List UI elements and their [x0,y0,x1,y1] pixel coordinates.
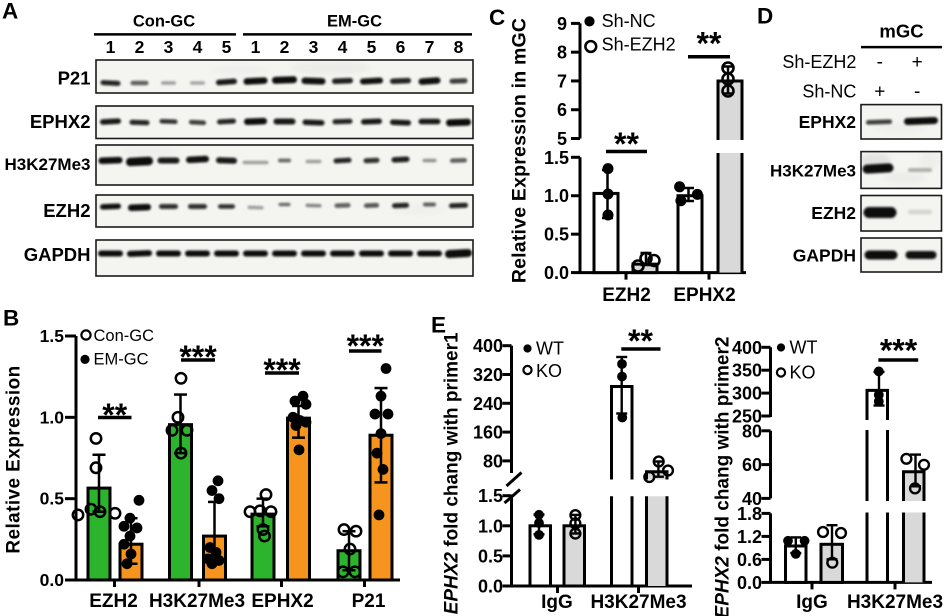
svg-text:IgG: IgG [541,592,573,613]
svg-text:WT: WT [536,339,564,359]
svg-text:0.0: 0.0 [737,573,762,593]
svg-text:mGC: mGC [879,21,923,42]
svg-text:250: 250 [732,407,762,427]
svg-text:EPHX2 fold chang with primer1: EPHX2 fold chang with primer1 [442,332,463,614]
svg-text:5: 5 [367,37,377,57]
svg-text:1.8: 1.8 [737,504,762,524]
svg-text:H3K27Me3: H3K27Me3 [149,591,245,612]
svg-text:EM-GC: EM-GC [327,13,382,31]
svg-text:5: 5 [222,37,232,57]
svg-text:Con-GC: Con-GC [133,13,195,31]
svg-text:H3K27Me3: H3K27Me3 [590,592,686,613]
svg-text:60: 60 [742,455,762,475]
svg-text:1.0: 1.0 [40,407,65,427]
svg-text:1.0: 1.0 [478,516,503,536]
svg-text:8: 8 [557,43,567,63]
svg-text:GAPDH: GAPDH [24,244,91,265]
svg-text:2: 2 [135,37,145,57]
svg-text:Sh-EZH2: Sh-EZH2 [782,52,856,72]
svg-text:40: 40 [742,489,762,509]
svg-text:1: 1 [251,37,261,57]
svg-text:EPHX2: EPHX2 [673,285,735,306]
svg-text:EPHX2: EPHX2 [799,112,857,132]
svg-text:D: D [757,4,773,29]
svg-text:320: 320 [473,365,503,385]
svg-text:EZH2: EZH2 [602,285,651,306]
svg-text:0.6: 0.6 [737,550,762,570]
svg-text:**: ** [697,26,722,62]
svg-text:350: 350 [732,361,762,381]
svg-text:1.2: 1.2 [737,527,762,547]
svg-text:6: 6 [396,37,406,57]
svg-text:9: 9 [557,14,567,34]
svg-text:KO: KO [536,361,562,381]
svg-text:Sh-NC: Sh-NC [802,82,856,102]
svg-text:3: 3 [164,37,174,57]
svg-text:0.5: 0.5 [478,546,503,566]
svg-text:Relative Expression in mGC: Relative Expression in mGC [509,18,531,283]
svg-text:GAPDH: GAPDH [793,246,856,266]
svg-text:8: 8 [454,37,464,57]
svg-text:1: 1 [106,37,116,57]
svg-text:E: E [431,313,446,338]
svg-text:H3K27Me3: H3K27Me3 [770,162,856,181]
svg-text:0.0: 0.0 [478,577,503,597]
svg-text:P21: P21 [58,68,91,89]
svg-text:240: 240 [473,394,503,414]
svg-text:IgG: IgG [796,592,828,613]
svg-text:KO: KO [790,363,816,383]
svg-text:5: 5 [557,129,567,149]
svg-text:-: - [877,52,883,73]
svg-text:6: 6 [557,100,567,120]
svg-text:B: B [3,306,19,331]
svg-text:80: 80 [742,421,762,441]
svg-text:0.5: 0.5 [40,489,65,509]
svg-text:80: 80 [483,451,503,471]
svg-text:**: ** [614,126,639,162]
svg-text:EPHX2 fold chang with primer2: EPHX2 fold chang with primer2 [713,337,734,616]
svg-text:1.0: 1.0 [544,186,569,206]
svg-text:2: 2 [280,37,290,57]
svg-text:3: 3 [309,37,319,57]
svg-text:0.5: 0.5 [544,225,569,245]
svg-text:EZH2: EZH2 [811,203,856,223]
svg-text:Sh-EZH2: Sh-EZH2 [602,35,676,55]
svg-text:C: C [489,5,505,30]
svg-text:WT: WT [790,338,818,358]
svg-text:Con-GC: Con-GC [94,327,155,345]
svg-text:160: 160 [473,423,503,443]
svg-text:300: 300 [732,384,762,404]
svg-text:+: + [874,82,885,103]
svg-text:EPHX2: EPHX2 [30,111,91,132]
svg-text:**: ** [628,323,653,359]
svg-text:400: 400 [732,338,762,358]
svg-text:0.0: 0.0 [40,570,65,590]
svg-text:A: A [2,0,18,24]
svg-text:***: *** [263,352,301,388]
svg-text:400: 400 [473,336,503,356]
svg-text:P21: P21 [352,591,386,612]
svg-text:H3K27Me3: H3K27Me3 [847,592,943,613]
svg-text:1.5: 1.5 [544,148,569,168]
svg-text:**: ** [102,397,127,433]
svg-text:1.5: 1.5 [40,326,65,346]
svg-text:EPHX2: EPHX2 [251,591,313,612]
svg-text:Relative Expression: Relative Expression [4,365,25,553]
svg-text:EZH2: EZH2 [43,200,90,221]
svg-text:EM-GC: EM-GC [94,351,149,369]
svg-text:7: 7 [557,71,567,91]
svg-text:1.5: 1.5 [478,486,503,506]
svg-text:***: *** [880,333,918,369]
svg-text:EZH2: EZH2 [89,591,138,612]
svg-text:Sh-NC: Sh-NC [602,11,656,31]
svg-text:H3K27Me3: H3K27Me3 [5,155,91,174]
svg-text:4: 4 [338,37,348,57]
svg-text:-: - [914,82,920,103]
svg-text:0.0: 0.0 [544,263,569,283]
svg-text:7: 7 [425,37,435,57]
svg-text:***: *** [347,328,385,364]
svg-text:***: *** [179,339,217,375]
svg-text:4: 4 [193,37,203,57]
svg-text:+: + [912,52,923,73]
